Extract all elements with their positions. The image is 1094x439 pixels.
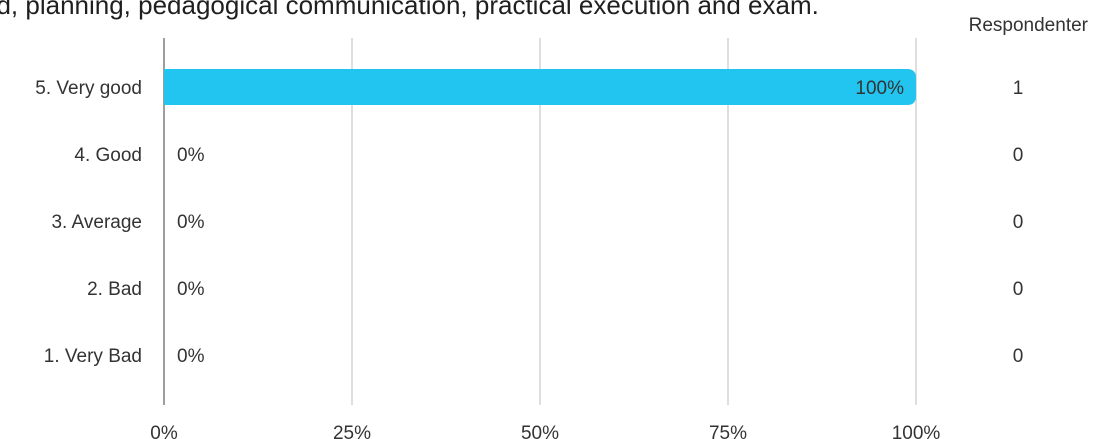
bar-value-label: 0% — [177, 346, 205, 367]
bar-value-label: 100% — [855, 78, 904, 99]
bars — [164, 69, 916, 105]
respondent-count: 0 — [1013, 145, 1024, 166]
respondent-count: 1 — [1013, 78, 1024, 99]
category-label: 3. Average — [51, 212, 142, 233]
bar-value-label: 0% — [177, 212, 205, 233]
category-label: 2. Bad — [87, 279, 142, 300]
category-label: 5. Very good — [35, 78, 142, 99]
respondent-count: 0 — [1013, 279, 1024, 300]
bar-value-label: 0% — [177, 145, 205, 166]
x-tick-label: 0% — [150, 423, 178, 439]
respondent-count: 0 — [1013, 212, 1024, 233]
bar — [164, 69, 916, 105]
labels: 0% 25% 50% 75% 100% 5. Very good 100% 1 4. Good 0… — [35, 78, 1023, 439]
category-label: 1. Very Bad — [44, 346, 142, 367]
category-label: 4. Good — [74, 145, 142, 166]
respondent-count: 0 — [1013, 346, 1024, 367]
chart-title: ed, planning, pedagogical communication,… — [0, 0, 819, 20]
x-tick-label: 75% — [709, 423, 747, 439]
x-tick-label: 100% — [892, 423, 941, 439]
x-tick-label: 25% — [333, 423, 371, 439]
respondents-header: Respondenter — [968, 15, 1088, 36]
bar-value-label: 0% — [177, 279, 205, 300]
x-tick-label: 50% — [521, 423, 559, 439]
